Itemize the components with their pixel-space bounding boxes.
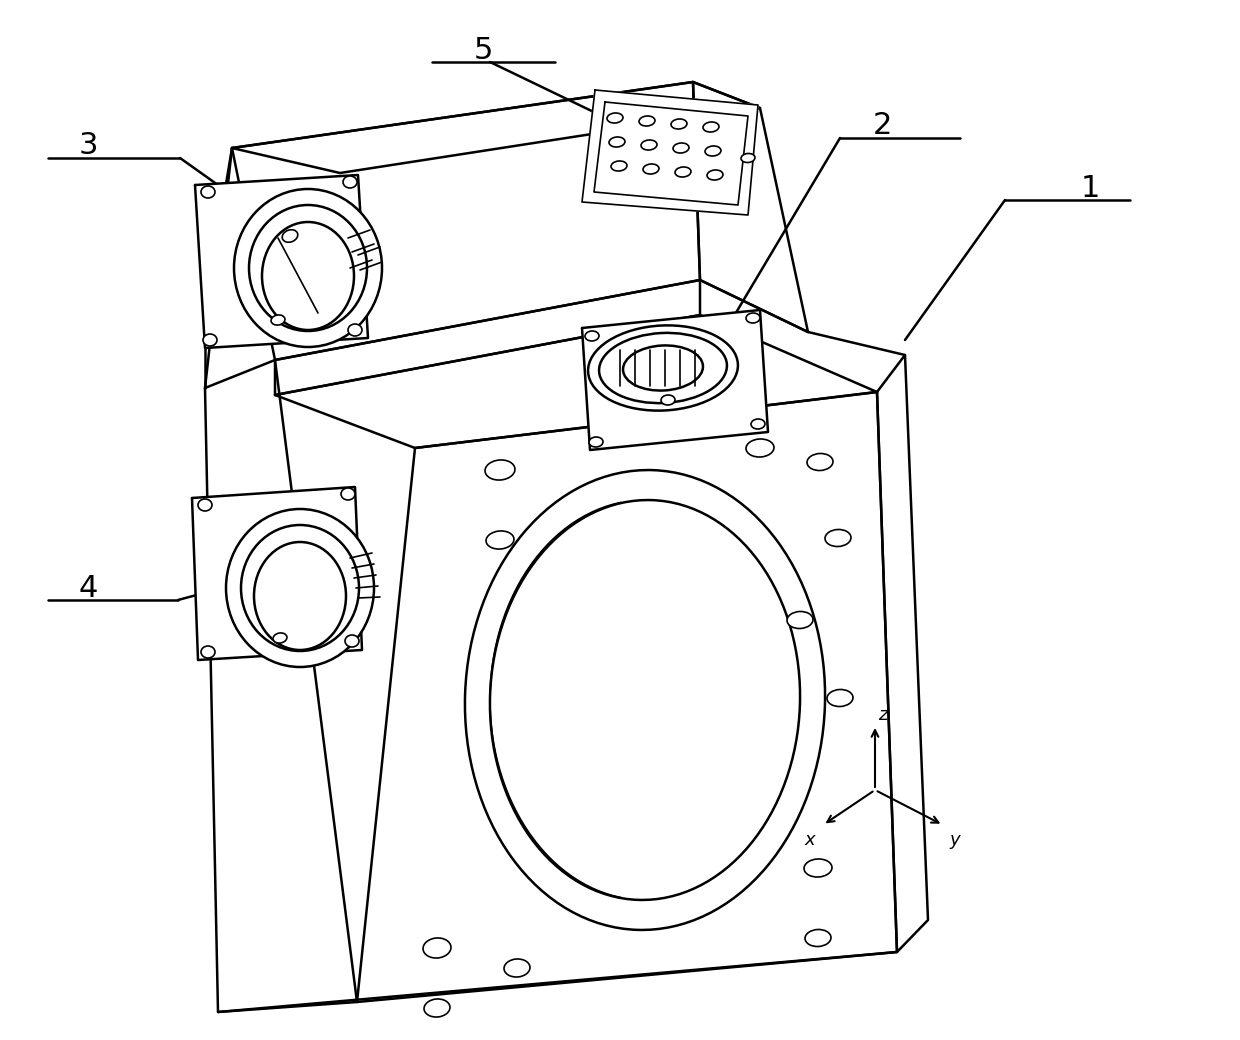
Ellipse shape (424, 999, 450, 1017)
Ellipse shape (585, 331, 599, 341)
Ellipse shape (201, 646, 215, 658)
Ellipse shape (827, 690, 853, 706)
Ellipse shape (742, 154, 755, 162)
Ellipse shape (589, 437, 603, 447)
Ellipse shape (807, 453, 833, 470)
Ellipse shape (486, 531, 513, 549)
Ellipse shape (639, 116, 655, 126)
Ellipse shape (273, 633, 286, 643)
Polygon shape (582, 310, 768, 450)
Ellipse shape (641, 140, 657, 150)
Text: x: x (805, 831, 816, 849)
Ellipse shape (805, 930, 831, 946)
Ellipse shape (703, 122, 719, 132)
Ellipse shape (465, 470, 825, 930)
Polygon shape (232, 82, 701, 360)
Ellipse shape (234, 189, 382, 347)
Ellipse shape (671, 119, 687, 129)
Polygon shape (582, 90, 758, 215)
Ellipse shape (804, 859, 832, 877)
Ellipse shape (503, 959, 529, 977)
Polygon shape (275, 280, 701, 395)
Ellipse shape (345, 635, 360, 647)
Text: 1: 1 (1080, 174, 1100, 203)
Polygon shape (877, 355, 928, 952)
Ellipse shape (675, 167, 691, 177)
Ellipse shape (661, 395, 675, 405)
Ellipse shape (622, 345, 703, 391)
Ellipse shape (490, 500, 800, 900)
Ellipse shape (825, 529, 851, 546)
Text: 2: 2 (872, 110, 892, 139)
Ellipse shape (254, 542, 346, 650)
Ellipse shape (198, 499, 212, 511)
Ellipse shape (609, 137, 625, 147)
Ellipse shape (746, 313, 760, 323)
Ellipse shape (787, 612, 813, 628)
Ellipse shape (348, 324, 362, 336)
Text: y: y (950, 831, 960, 849)
Ellipse shape (673, 142, 689, 153)
Ellipse shape (226, 509, 374, 667)
Polygon shape (192, 487, 362, 660)
Ellipse shape (611, 161, 627, 171)
Ellipse shape (608, 113, 622, 123)
Ellipse shape (262, 222, 353, 330)
Ellipse shape (707, 170, 723, 180)
Ellipse shape (485, 460, 515, 480)
Polygon shape (693, 82, 808, 332)
Ellipse shape (249, 205, 367, 331)
Ellipse shape (203, 334, 217, 346)
Ellipse shape (746, 439, 774, 457)
Ellipse shape (272, 315, 285, 326)
Ellipse shape (343, 176, 357, 188)
Ellipse shape (588, 326, 738, 411)
Ellipse shape (644, 164, 658, 174)
Polygon shape (232, 82, 760, 173)
Text: 5: 5 (474, 35, 492, 64)
Ellipse shape (423, 938, 451, 958)
Polygon shape (205, 360, 357, 1012)
Ellipse shape (706, 146, 720, 156)
Ellipse shape (241, 525, 360, 651)
Text: z: z (878, 706, 888, 724)
Ellipse shape (751, 419, 765, 430)
Text: 4: 4 (78, 573, 98, 602)
Polygon shape (357, 392, 897, 1002)
Polygon shape (195, 175, 368, 348)
Ellipse shape (283, 230, 298, 242)
Ellipse shape (201, 186, 215, 198)
Polygon shape (275, 315, 877, 448)
Ellipse shape (599, 333, 727, 404)
Ellipse shape (341, 488, 355, 500)
Text: 3: 3 (78, 130, 98, 159)
Polygon shape (594, 102, 748, 205)
